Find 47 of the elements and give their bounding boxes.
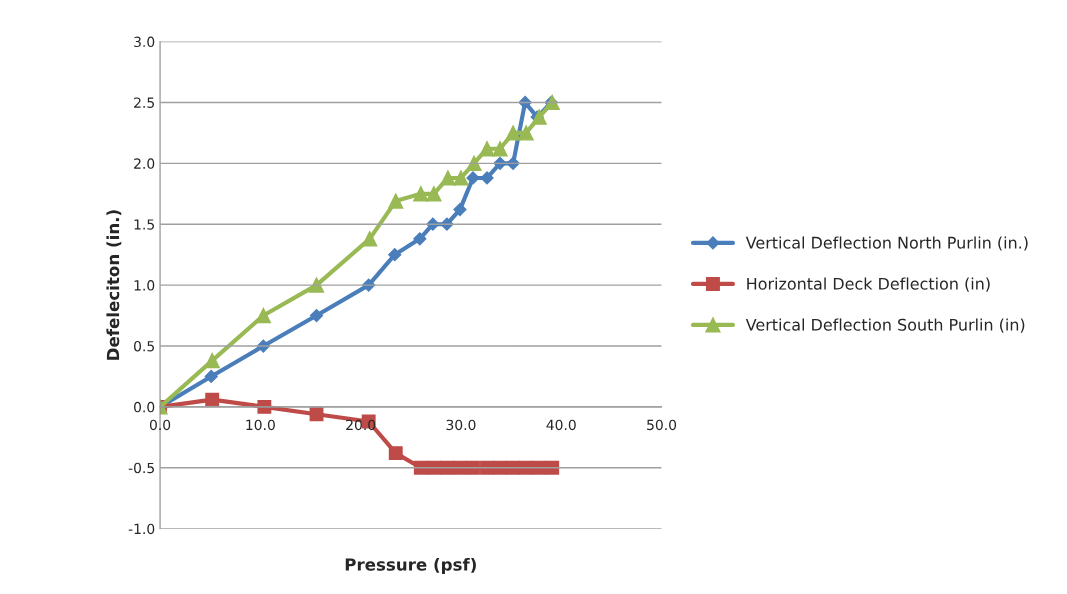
- y-tick-label: 0.5: [134, 340, 154, 352]
- y-axis-title: Defeleciton (in.): [106, 210, 122, 360]
- y-tick-label: -1.0: [128, 523, 155, 535]
- point: [493, 156, 507, 170]
- point: [506, 156, 520, 170]
- point: [466, 171, 480, 185]
- point: [453, 203, 467, 217]
- point: [479, 141, 495, 157]
- x-tick-label: 40.0: [546, 419, 576, 431]
- point: [480, 171, 494, 185]
- point: [426, 186, 442, 202]
- point: [492, 141, 508, 157]
- point: [440, 217, 454, 231]
- x-tick-label: 0.0: [149, 419, 171, 431]
- point: [518, 95, 532, 110]
- y-tick-label: 3.0: [134, 36, 155, 48]
- legend-label: Vertical Deflection North Purlin (in.): [745, 236, 1028, 251]
- legend-label: Vertical Deflection South Purlin (in): [745, 318, 1025, 333]
- point: [413, 186, 429, 202]
- x-tick-label: 50.0: [647, 419, 677, 431]
- point: [518, 125, 534, 141]
- point: [453, 170, 469, 186]
- y-tick-label: 0.0: [134, 401, 155, 413]
- point: [440, 170, 456, 186]
- y-tick-label: 1.0: [134, 280, 155, 291]
- point: [205, 392, 220, 407]
- y-tick-label: 2.5: [134, 97, 154, 108]
- point: [545, 460, 560, 475]
- point: [255, 307, 271, 324]
- y-tick-label: 1.5: [134, 219, 154, 230]
- point: [388, 193, 404, 209]
- y-tick-label: 2.0: [134, 158, 155, 169]
- point: [204, 369, 218, 384]
- point: [466, 460, 480, 475]
- point: [388, 248, 402, 262]
- x-tick-label: 10.0: [246, 419, 275, 431]
- point: [362, 231, 378, 247]
- x-tick-label: 30.0: [446, 419, 476, 431]
- point: [505, 125, 521, 141]
- legend-label: Horizontal Deck Deflection (in): [747, 277, 990, 292]
- x-axis-title: Pressure (psf): [345, 557, 476, 575]
- point: [309, 308, 324, 323]
- point: [204, 352, 220, 369]
- point: [413, 232, 427, 246]
- y-tick-label: -0.5: [128, 462, 154, 474]
- point: [388, 446, 403, 461]
- point: [466, 155, 482, 171]
